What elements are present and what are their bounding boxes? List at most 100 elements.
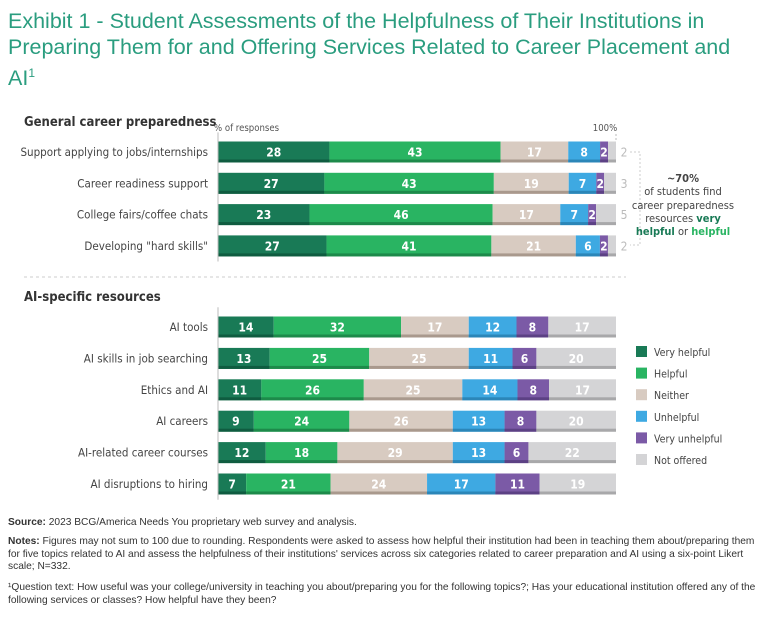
- bar-segment-shadow: [265, 460, 338, 464]
- bar-segment-shadow: [588, 222, 597, 226]
- bar-segment-shadow: [363, 397, 463, 401]
- data-label: 46: [394, 208, 409, 222]
- bar-segment-very-unhelpful: [588, 204, 597, 226]
- exhibit-title: Exhibit 1 - Student Assessments of the H…: [8, 8, 758, 91]
- bar-segment-shadow: [568, 159, 601, 163]
- bar-segment-shadow: [218, 334, 274, 338]
- data-label: 23: [256, 208, 271, 222]
- bar-segment-neither: [330, 473, 428, 495]
- data-label: 11: [232, 383, 247, 397]
- bar-segment-unhelpful: [452, 410, 505, 432]
- bar-segment-shadow: [246, 491, 331, 495]
- bar-segment-shadow: [549, 397, 616, 401]
- bar-segment-very-unhelpful: [495, 473, 540, 495]
- data-label: 24: [294, 415, 310, 429]
- data-label: 6: [521, 352, 529, 366]
- category-label: AI skills in job searching: [84, 351, 208, 365]
- source-label: Source:: [8, 517, 46, 528]
- bar-segment-shadow: [599, 253, 608, 257]
- data-label: 13: [471, 446, 486, 460]
- stacked-bar-chart: General career preparedness Support apply…: [20, 115, 734, 500]
- bar-segment-unhelpful: [468, 347, 513, 369]
- bar-segment-shadow: [269, 365, 370, 369]
- bar-segment-shadow: [401, 334, 469, 338]
- bar-segment-very-helpful: [218, 235, 327, 257]
- legend-label: Very helpful: [654, 347, 710, 359]
- bar-segment-very-unhelpful: [504, 410, 537, 432]
- bar-segment-shadow: [324, 190, 494, 194]
- data-label: 11: [510, 478, 525, 492]
- section-title: AI-specific resources: [24, 290, 161, 305]
- bar-segment-shadow: [337, 460, 453, 464]
- annotation-headline: ~70%: [667, 172, 699, 185]
- data-label: 12: [485, 321, 500, 335]
- bar-segment-shadow: [539, 491, 616, 495]
- data-label: 29: [388, 446, 403, 460]
- bar-segment-shadow: [517, 397, 550, 401]
- legend-label: Very unhelpful: [654, 433, 722, 445]
- bar-segment-shadow: [329, 159, 501, 163]
- data-label: 17: [454, 478, 469, 492]
- bar-segment-very-helpful: [218, 442, 266, 464]
- bar-segment-shadow: [218, 159, 330, 163]
- bar-segment-shadow: [604, 190, 616, 194]
- category-label: Ethics and AI: [141, 383, 208, 397]
- data-label: 8: [517, 415, 525, 429]
- data-label: 19: [524, 177, 539, 191]
- bar-segment-not-offered: [548, 316, 616, 338]
- bar-segment-shadow: [349, 428, 453, 432]
- category-label: Career readiness support: [77, 176, 208, 190]
- bar-segment-shadow: [218, 222, 310, 226]
- notes-text: Figures may not sum to 100 due to roundi…: [8, 536, 755, 572]
- category-label: AI tools: [170, 320, 208, 334]
- axis-end-label: 100%: [593, 123, 617, 134]
- legend-label: Helpful: [654, 369, 687, 381]
- data-label: 25: [411, 352, 426, 366]
- bar-segment-not-offered: [608, 141, 616, 163]
- data-label: 2: [596, 177, 604, 191]
- legend-swatch-helpful: [636, 367, 647, 379]
- data-label: 26: [305, 383, 320, 397]
- legend-label: Neither: [654, 390, 689, 402]
- bar-segment-shadow: [495, 491, 540, 495]
- data-label: 22: [565, 446, 580, 460]
- bar-segment-not-offered: [536, 347, 616, 369]
- bar-segment-very-helpful: [218, 410, 254, 432]
- data-label: 6: [584, 239, 592, 253]
- legend-swatch-not-offered: [636, 454, 647, 465]
- annotation-line: resources very: [645, 212, 721, 225]
- data-label: 14: [482, 383, 498, 397]
- bar-segment-shadow: [273, 334, 402, 338]
- bar-segment-shadow: [512, 365, 537, 369]
- bar-segment-neither: [349, 410, 453, 432]
- legend-swatch-very-unhelpful: [636, 432, 647, 444]
- bar-segment-shadow: [528, 460, 616, 464]
- bar-segment-very-helpful: [218, 316, 274, 338]
- annotation-line: of students find: [644, 185, 722, 198]
- notes-label: Notes:: [8, 536, 40, 547]
- bar-segment-helpful: [246, 473, 331, 495]
- data-label: 26: [394, 415, 409, 429]
- bar-segment-shadow: [427, 491, 496, 495]
- legend-label: Not offered: [654, 455, 707, 467]
- bar-segment-unhelpful: [427, 473, 496, 495]
- bar-segment-shadow: [568, 190, 597, 194]
- bar-segment-helpful: [269, 347, 370, 369]
- bar-segment-shadow: [462, 397, 518, 401]
- bar-segment-neither: [401, 316, 469, 338]
- bar-segment-helpful: [261, 379, 364, 401]
- bar-segment-shadow: [491, 253, 576, 257]
- data-label: 17: [575, 383, 590, 397]
- bar-segment-very-unhelpful: [516, 316, 549, 338]
- bar-segment-neither: [491, 235, 576, 257]
- bar-segment-helpful: [326, 235, 492, 257]
- bar-segment-shadow: [253, 428, 350, 432]
- bar-segment-shadow: [330, 491, 428, 495]
- data-label: 27: [264, 177, 279, 191]
- bar-segment-not-offered: [596, 204, 616, 226]
- bar-segment-shadow: [369, 365, 469, 369]
- bar-segment-not-offered: [539, 473, 616, 495]
- bar-segment-very-unhelpful: [517, 379, 550, 401]
- annotation-bracket: [630, 151, 641, 246]
- legend-swatch-neither: [636, 389, 647, 401]
